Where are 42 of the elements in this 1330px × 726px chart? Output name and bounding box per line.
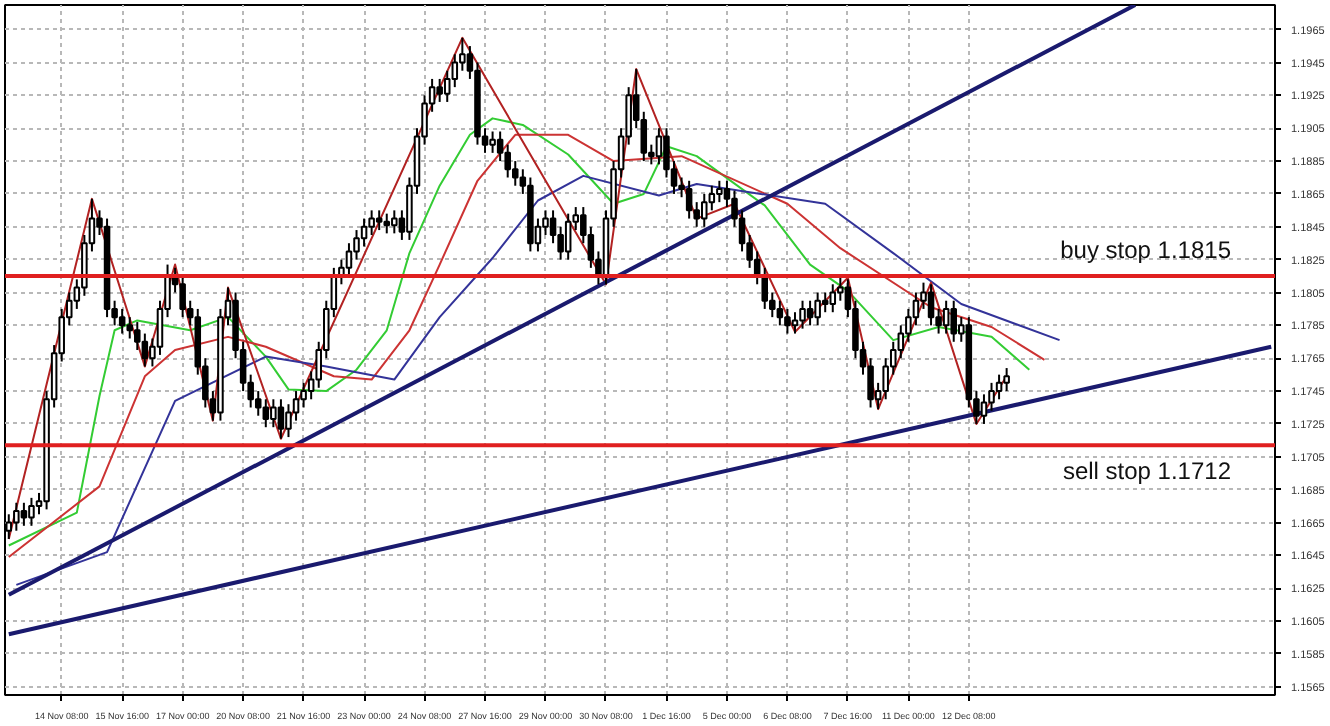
candlestick	[791, 311, 799, 335]
candlestick	[141, 332, 149, 368]
candlestick	[262, 398, 270, 429]
candlestick	[20, 501, 28, 527]
candlestick	[814, 291, 821, 327]
line-series	[15, 174, 1061, 586]
candlestick	[821, 291, 829, 314]
candlestick	[950, 299, 957, 343]
candlestick	[564, 212, 572, 261]
candlestick	[912, 291, 920, 327]
candlestick	[942, 299, 950, 335]
ref-line-label: sell stop 1.1712	[1062, 457, 1232, 486]
candlestick	[1003, 367, 1010, 393]
candlestick	[784, 307, 791, 335]
candlestick	[829, 283, 837, 314]
candlestick	[708, 184, 716, 212]
candlestick	[927, 283, 935, 327]
candlestick	[277, 398, 285, 440]
candlestick	[179, 275, 186, 319]
candlestick	[806, 299, 814, 327]
candlestick	[980, 393, 988, 425]
candlestick	[436, 77, 443, 103]
candlestick	[391, 209, 398, 235]
line-series	[7, 36, 1008, 540]
candlestick	[292, 390, 300, 422]
candlestick	[28, 496, 35, 527]
candlestick	[655, 127, 663, 166]
candlestick	[383, 212, 391, 235]
candlestick	[776, 299, 784, 327]
candlestick	[799, 299, 806, 330]
candlestick	[270, 398, 277, 429]
candlestick	[13, 501, 20, 532]
candlestick	[685, 179, 693, 220]
candlestick	[345, 242, 353, 278]
candlestick	[716, 179, 723, 204]
candlestick	[549, 209, 557, 245]
candlestick	[375, 209, 383, 232]
candlestick	[118, 307, 126, 335]
candlestick	[496, 130, 504, 163]
ref-line-label: buy stop 1.1815	[1060, 236, 1232, 265]
candlestick	[489, 130, 496, 154]
candlestick	[700, 192, 708, 228]
